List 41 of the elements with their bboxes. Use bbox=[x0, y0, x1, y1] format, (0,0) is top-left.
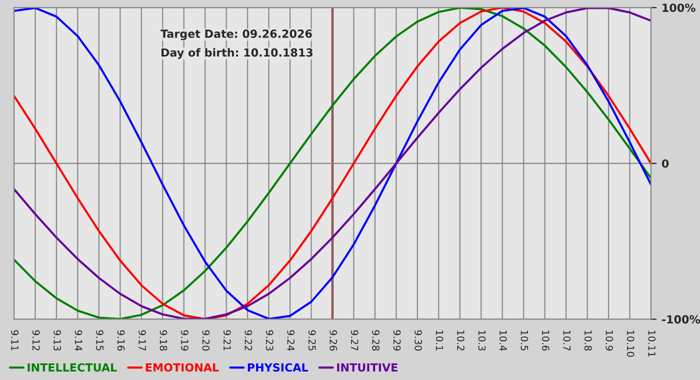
x-tick-label: 10.2 bbox=[457, 330, 464, 350]
x-tick-label: 10.1 bbox=[436, 330, 444, 350]
x-tick-label: 9.24 bbox=[287, 330, 295, 351]
y-tick-label: 100% bbox=[662, 4, 696, 12]
legend-label: INTELLECTUAL bbox=[28, 363, 117, 372]
x-tick-label: 9.26 bbox=[330, 330, 338, 351]
x-tick-label: 9.18 bbox=[160, 330, 168, 351]
x-tick-label: 9.12 bbox=[32, 330, 40, 350]
x-tick-label: 10.3 bbox=[478, 330, 486, 350]
x-tick-label: 9.27 bbox=[350, 330, 358, 350]
x-tick-label: 10.9 bbox=[606, 330, 614, 351]
x-tick-label: 10.6 bbox=[542, 330, 550, 351]
x-tick-label: 9.29 bbox=[393, 330, 401, 351]
x-tick-label: 9.23 bbox=[266, 330, 274, 350]
x-tick-label: 9.22 bbox=[244, 330, 252, 350]
x-tick-label: 9.16 bbox=[117, 330, 125, 351]
x-tick-label: 9.25 bbox=[308, 330, 316, 350]
annotation: Target Date: 09.26.2026 bbox=[160, 30, 312, 40]
line-series bbox=[14, 8, 651, 320]
y-tick-label: -100% bbox=[662, 315, 700, 324]
x-tick-label: 10.11 bbox=[648, 330, 656, 357]
x-tick-label: 9.21 bbox=[224, 330, 231, 350]
x-tick-label: 10.8 bbox=[584, 330, 592, 351]
x-tick-label: 9.14 bbox=[74, 330, 82, 351]
x-tick-label: 9.11 bbox=[11, 330, 19, 350]
x-tick-label: 9.30 bbox=[414, 330, 422, 351]
annotation: Day of birth: 10.10.1813 bbox=[162, 48, 313, 59]
x-tick-label: 9.17 bbox=[138, 330, 146, 350]
y-tick-label: 0 bbox=[662, 159, 669, 168]
x-tick-label: 9.20 bbox=[202, 330, 210, 351]
x-tick-label: 9.15 bbox=[96, 330, 104, 350]
x-tick-label: 9.19 bbox=[181, 330, 188, 351]
legend-label: PHYSICAL bbox=[248, 363, 308, 372]
x-tick-label: 10.10 bbox=[626, 330, 634, 357]
x-tick-label: 10.4 bbox=[500, 330, 507, 351]
x-tick-label: 9.13 bbox=[54, 330, 61, 350]
x-tick-label: 10.7 bbox=[563, 330, 571, 350]
legend-label: INTUITIVE bbox=[337, 363, 398, 372]
legend-label: EMOTIONAL bbox=[146, 363, 219, 372]
x-tick-label: 9.28 bbox=[372, 330, 380, 351]
x-tick-label: 10.5 bbox=[520, 330, 528, 350]
